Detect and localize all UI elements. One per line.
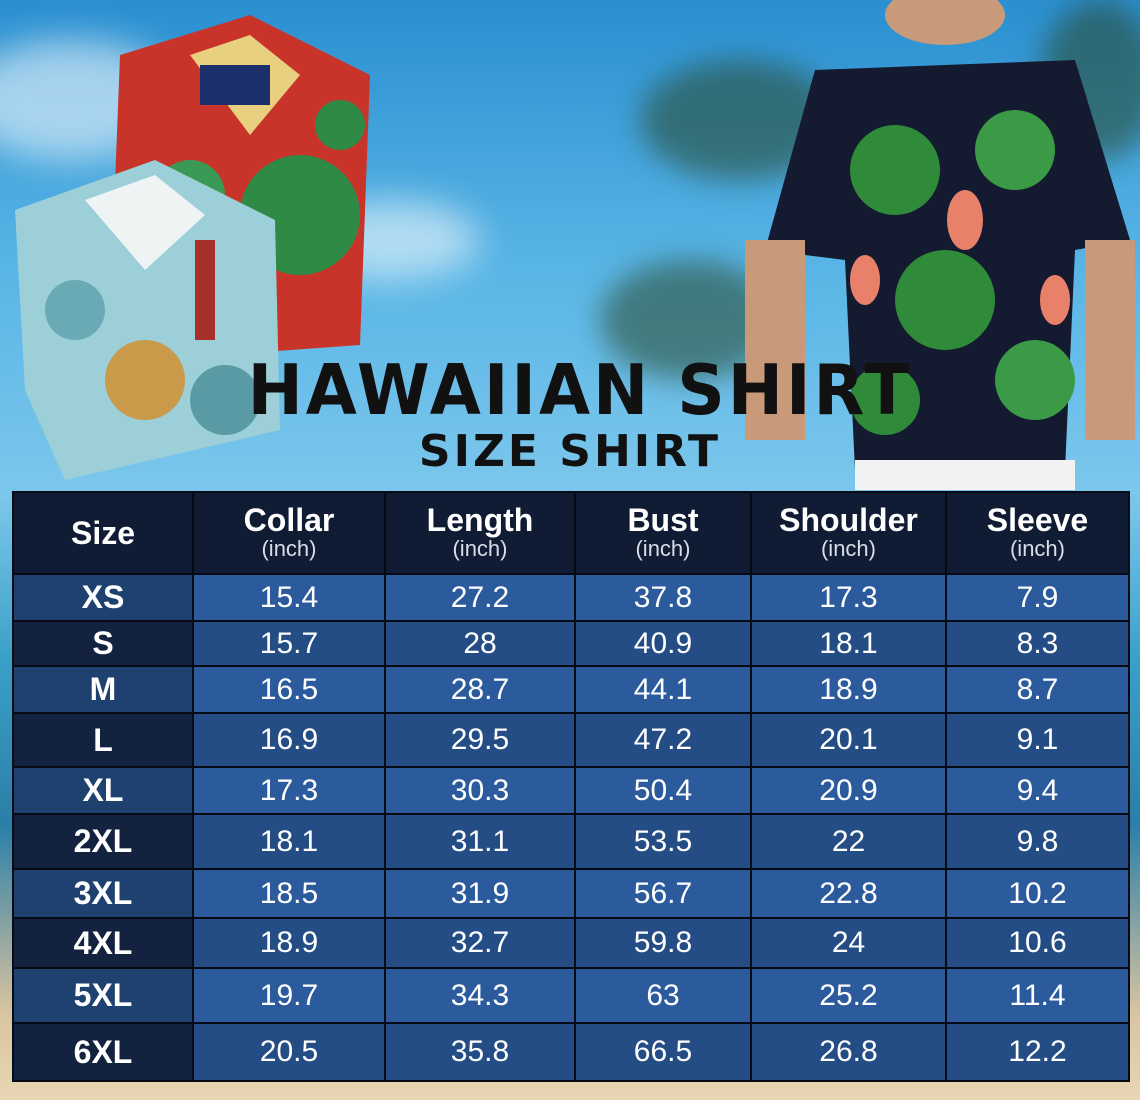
measurement-cell: 32.7 (386, 919, 574, 967)
measurement-cell: 63 (576, 969, 750, 1022)
measurement-cell: 15.7 (194, 622, 384, 665)
table-row: 3XL 18.5 31.9 56.7 22.8 10.2 (14, 870, 1128, 917)
measurement-cell: 9.1 (947, 714, 1128, 766)
size-label-cell: 4XL (14, 919, 192, 967)
measurement-cell: 31.1 (386, 815, 574, 868)
size-label-cell: L (14, 714, 192, 766)
measurement-cell: 47.2 (576, 714, 750, 766)
measurement-cell: 50.4 (576, 768, 750, 813)
measurement-cell: 18.5 (194, 870, 384, 917)
size-label-cell: M (14, 667, 192, 712)
table-row: XL 17.3 30.3 50.4 20.9 9.4 (14, 768, 1128, 813)
measurement-cell: 22 (752, 815, 945, 868)
size-label-cell: XL (14, 768, 192, 813)
page-title: HAWAIIAN SHIRT (247, 350, 913, 431)
measurement-cell: 18.1 (752, 622, 945, 665)
table-row: L 16.9 29.5 47.2 20.1 9.1 (14, 714, 1128, 766)
measurement-cell: 9.4 (947, 768, 1128, 813)
measurement-cell: 16.9 (194, 714, 384, 766)
measurement-cell: 15.4 (194, 575, 384, 620)
measurement-cell: 20.9 (752, 768, 945, 813)
measurement-cell: 20.1 (752, 714, 945, 766)
measurement-cell: 7.9 (947, 575, 1128, 620)
header-shoulder: Shoulder (inch) (752, 493, 945, 573)
size-label-cell: 2XL (14, 815, 192, 868)
measurement-cell: 35.8 (386, 1024, 574, 1080)
measurement-cell: 31.9 (386, 870, 574, 917)
measurement-cell: 18.1 (194, 815, 384, 868)
measurement-cell: 9.8 (947, 815, 1128, 868)
measurement-cell: 17.3 (194, 768, 384, 813)
measurement-cell: 8.7 (947, 667, 1128, 712)
measurement-cell: 29.5 (386, 714, 574, 766)
measurement-cell: 10.6 (947, 919, 1128, 967)
table-row: 4XL 18.9 32.7 59.8 24 10.6 (14, 919, 1128, 967)
size-label-cell: XS (14, 575, 192, 620)
measurement-cell: 26.8 (752, 1024, 945, 1080)
folded-blue-shirt-image (15, 160, 280, 480)
measurement-cell: 10.2 (947, 870, 1128, 917)
size-label-cell: 5XL (14, 969, 192, 1022)
table-row: 5XL 19.7 34.3 63 25.2 11.4 (14, 969, 1128, 1022)
measurement-cell: 34.3 (386, 969, 574, 1022)
table-row: S 15.7 28 40.9 18.1 8.3 (14, 622, 1128, 665)
measurement-cell: 18.9 (194, 919, 384, 967)
measurement-cell: 28 (386, 622, 574, 665)
measurement-cell: 17.3 (752, 575, 945, 620)
measurement-cell: 20.5 (194, 1024, 384, 1080)
header-size: Size (14, 493, 192, 573)
measurement-cell: 18.9 (752, 667, 945, 712)
measurement-cell: 53.5 (576, 815, 750, 868)
measurement-cell: 37.8 (576, 575, 750, 620)
measurement-cell: 40.9 (576, 622, 750, 665)
table-row: 6XL 20.5 35.8 66.5 26.8 12.2 (14, 1024, 1128, 1080)
measurement-cell: 8.3 (947, 622, 1128, 665)
measurement-cell: 22.8 (752, 870, 945, 917)
measurement-cell: 56.7 (576, 870, 750, 917)
size-label-cell: S (14, 622, 192, 665)
header-collar: Collar (inch) (194, 493, 384, 573)
header-bust: Bust (inch) (576, 493, 750, 573)
table-row: XS 15.4 27.2 37.8 17.3 7.9 (14, 575, 1128, 620)
measurement-cell: 12.2 (947, 1024, 1128, 1080)
measurement-cell: 28.7 (386, 667, 574, 712)
header-length: Length (inch) (386, 493, 574, 573)
measurement-cell: 27.2 (386, 575, 574, 620)
table-header-row: Size Collar (inch) Length (inch) Bust (inch… (14, 493, 1128, 573)
measurement-cell: 44.1 (576, 667, 750, 712)
header-sleeve: Sleeve (inch) (947, 493, 1128, 573)
measurement-cell: 16.5 (194, 667, 384, 712)
size-chart-table: Size Collar (inch) Length (inch) Bust (inch… (12, 491, 1130, 1082)
table-row: M 16.5 28.7 44.1 18.9 8.7 (14, 667, 1128, 712)
measurement-cell: 24 (752, 919, 945, 967)
measurement-cell: 19.7 (194, 969, 384, 1022)
table-row: 2XL 18.1 31.1 53.5 22 9.8 (14, 815, 1128, 868)
measurement-cell: 66.5 (576, 1024, 750, 1080)
measurement-cell: 11.4 (947, 969, 1128, 1022)
measurement-cell: 25.2 (752, 969, 945, 1022)
measurement-cell: 59.8 (576, 919, 750, 967)
model-flamingo-shirt-image (745, 0, 1135, 490)
page-subtitle: SIZE SHIRT (418, 426, 722, 477)
size-label-cell: 6XL (14, 1024, 192, 1080)
measurement-cell: 30.3 (386, 768, 574, 813)
size-label-cell: 3XL (14, 870, 192, 917)
